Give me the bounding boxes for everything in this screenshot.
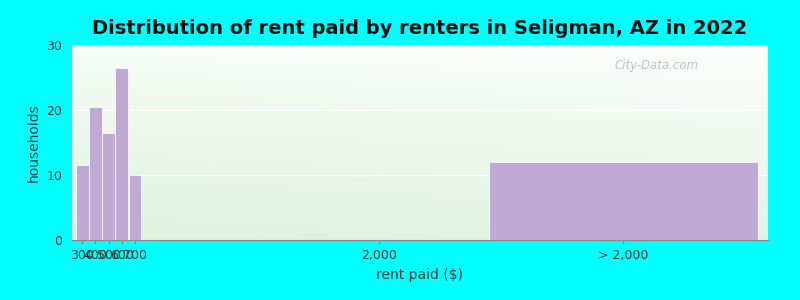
- Bar: [489, 162, 758, 240]
- Text: City-Data.com: City-Data.com: [615, 58, 699, 72]
- Y-axis label: households: households: [27, 103, 41, 182]
- Bar: [90, 107, 102, 240]
- Title: Distribution of rent paid by renters in Seligman, AZ in 2022: Distribution of rent paid by renters in …: [92, 19, 748, 38]
- Bar: [129, 175, 141, 240]
- Bar: [102, 133, 114, 240]
- X-axis label: rent paid ($): rent paid ($): [377, 268, 463, 282]
- Bar: [115, 68, 128, 240]
- Bar: [76, 165, 89, 240]
